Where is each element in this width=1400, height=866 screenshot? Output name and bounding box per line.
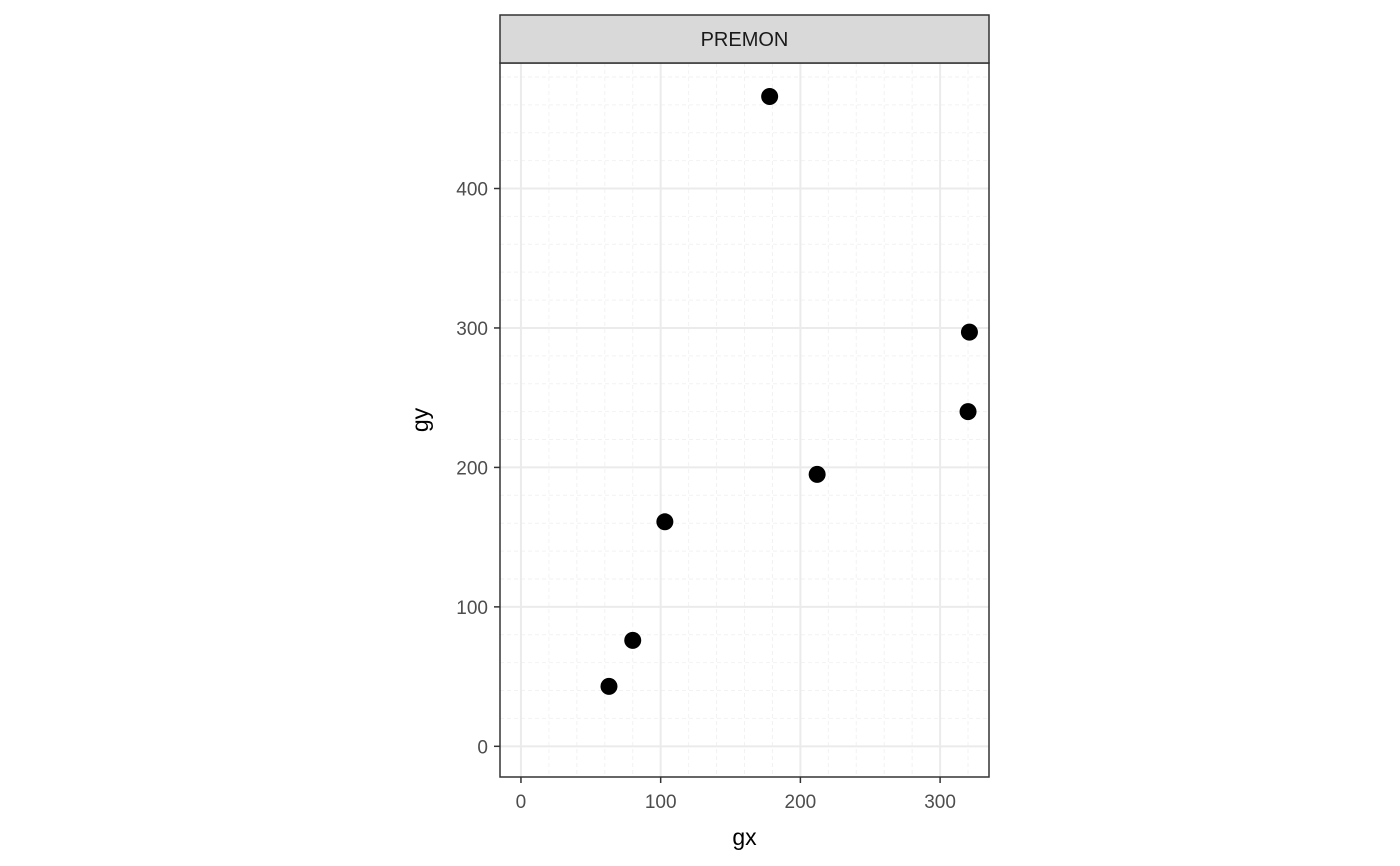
facet-label: PREMON [701,29,789,51]
data-point [600,677,618,695]
data-point [960,323,978,341]
data-point [808,465,826,483]
y-axis-title: gy [407,407,433,432]
facet-strip-background [499,14,990,64]
x-axis: 0 100 200 300 [516,777,956,813]
x-axis-title: gx [732,824,757,850]
y-tick-label: 300 [456,319,488,340]
data-point [761,87,779,105]
data-point [624,631,642,649]
x-tick-label: 300 [924,792,956,813]
facet-strip: PREMON [499,14,990,64]
minor-gridlines [500,63,989,777]
x-tick-label: 100 [645,792,677,813]
y-tick-label: 400 [456,180,488,201]
data-points [600,87,978,695]
data-point [959,403,977,421]
y-tick-label: 0 [477,737,488,758]
y-tick-label: 100 [456,598,488,619]
x-tick-label: 200 [785,792,817,813]
x-tick-label: 0 [516,792,527,813]
y-tick-label: 200 [456,458,488,479]
major-gridlines [500,63,989,777]
y-axis: 0 100 200 300 400 [456,180,500,758]
data-point [656,513,674,531]
